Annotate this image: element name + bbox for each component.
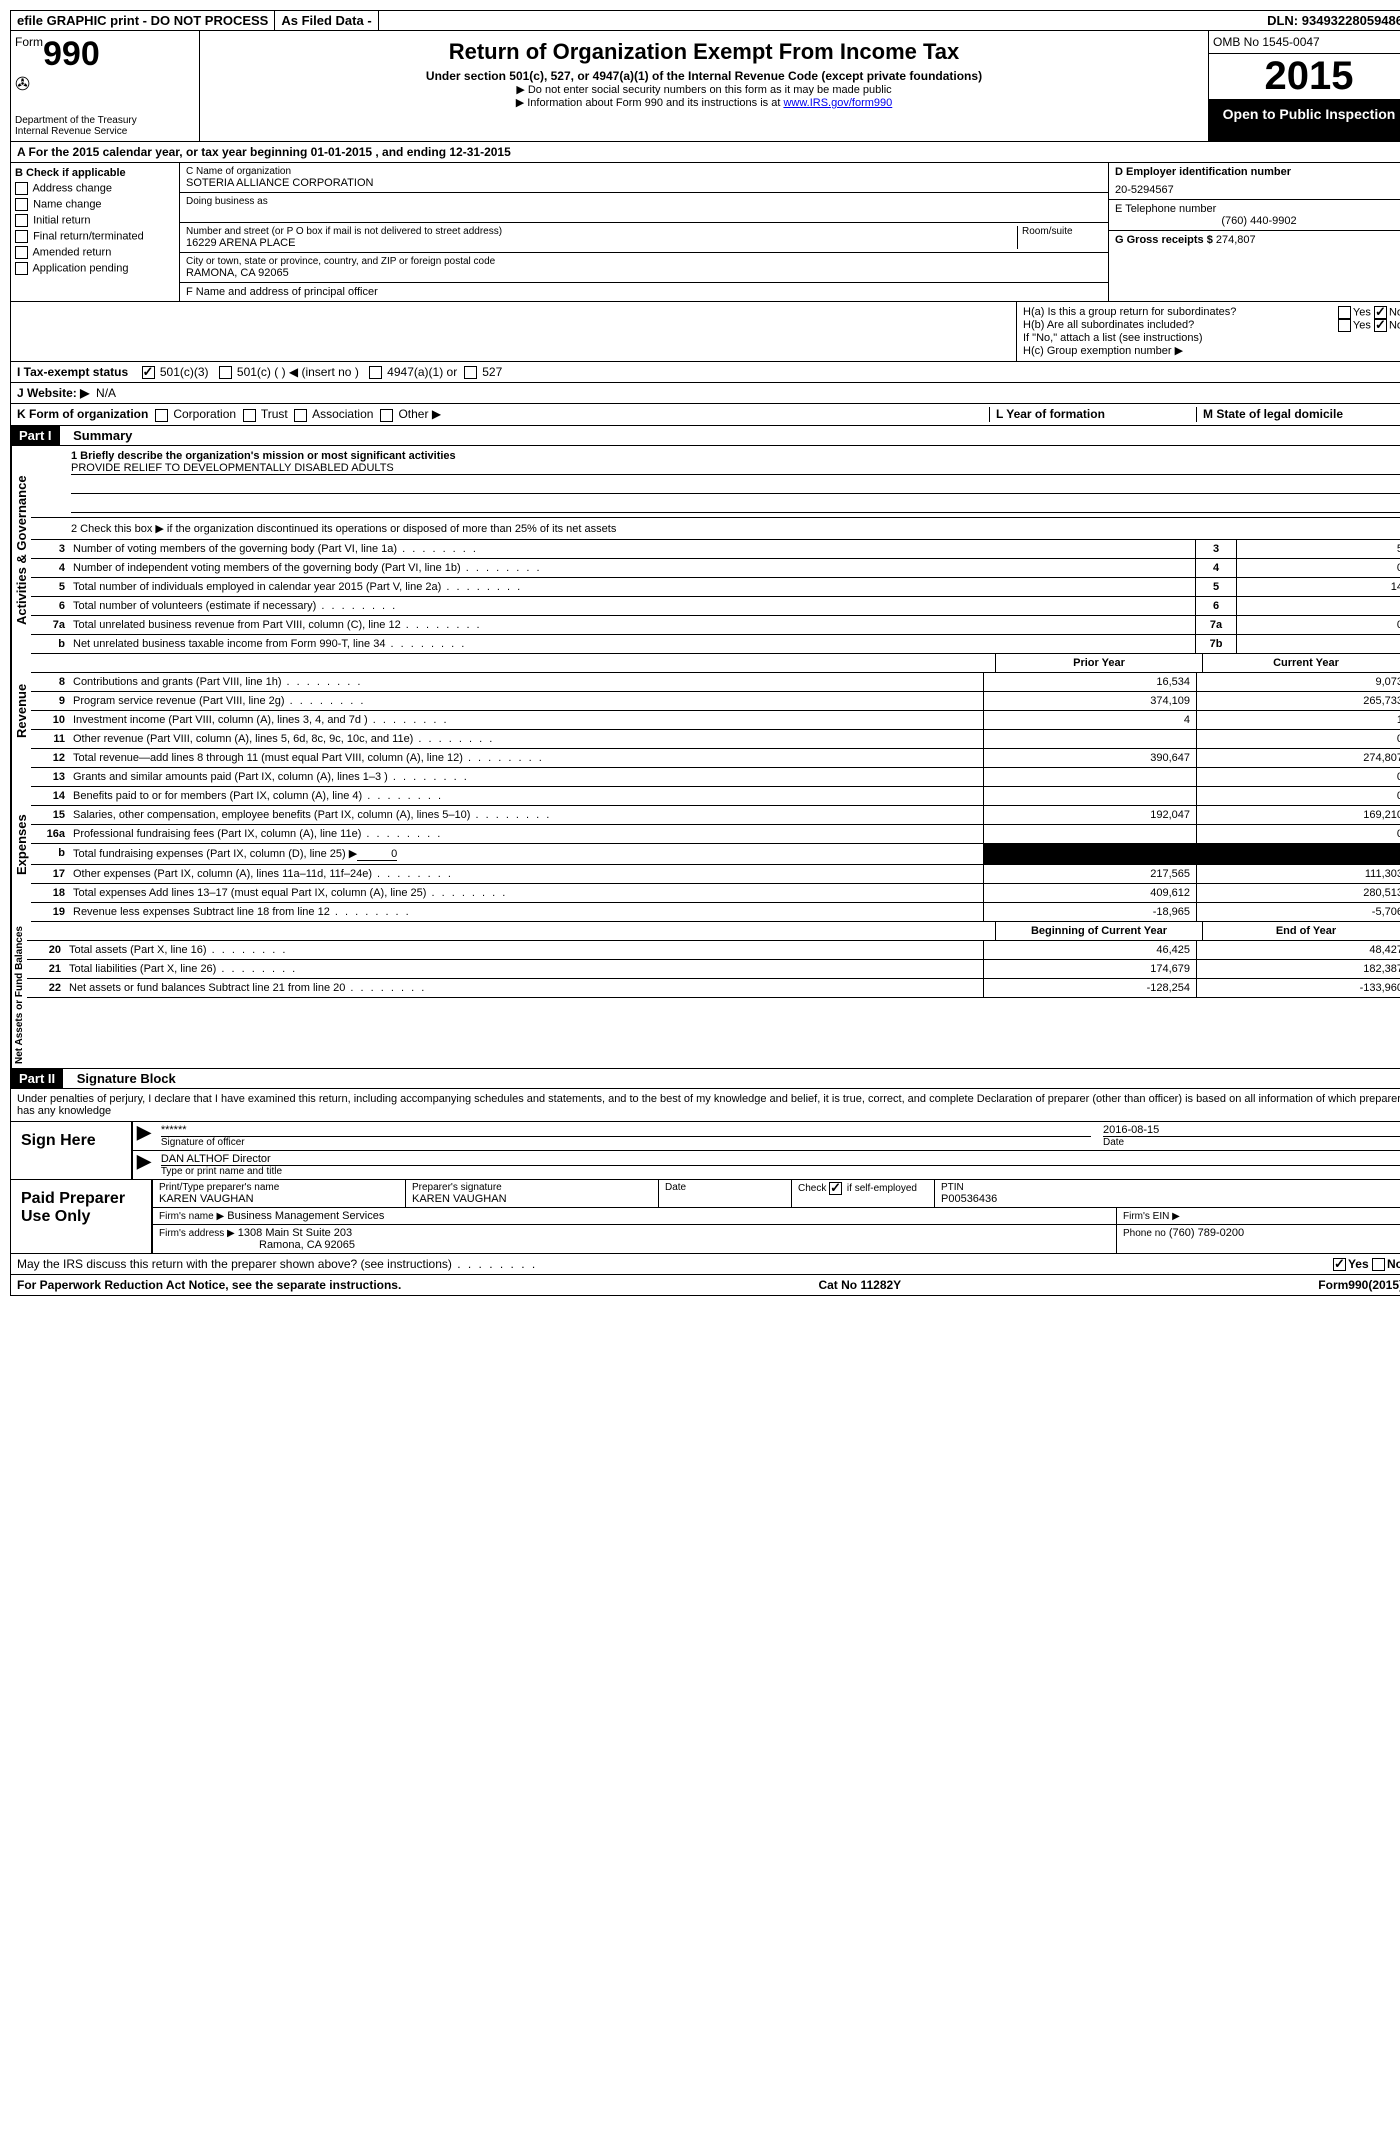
summary-line: 12Total revenue—add lines 8 through 11 (… xyxy=(31,749,1400,768)
sign-here-block: Sign Here ▶ ****** Signature of officer … xyxy=(10,1122,1400,1180)
block-d: D Employer identification number 20-5294… xyxy=(1108,163,1400,301)
header-right: OMB No 1545-0047 2015 Open to Public Ins… xyxy=(1208,31,1400,141)
summary-line: 7aTotal unrelated business revenue from … xyxy=(31,616,1400,635)
summary-line: 18Total expenses Add lines 13–17 (must e… xyxy=(31,884,1400,903)
section-governance: Activities & Governance 1 Briefly descri… xyxy=(10,446,1400,654)
line-1-mission: 1 Briefly describe the organization's mi… xyxy=(31,446,1400,518)
row-a-tax-year: A For the 2015 calendar year, or tax yea… xyxy=(10,142,1400,163)
section-bcd: B Check if applicable Address change Nam… xyxy=(10,163,1400,302)
summary-line: 13Grants and similar amounts paid (Part … xyxy=(31,768,1400,787)
summary-line: 17Other expenses (Part IX, column (A), l… xyxy=(31,865,1400,884)
form-header: Form990 ✇ Department of the Treasury Int… xyxy=(10,31,1400,142)
row-k-form-org: K Form of organization Corporation Trust… xyxy=(10,404,1400,425)
row-j-website: J Website: ▶ N/A xyxy=(10,383,1400,404)
summary-line: 6Total number of volunteers (estimate if… xyxy=(31,597,1400,616)
phone: (760) 440-9902 xyxy=(1115,215,1400,227)
header-left: Form990 ✇ Department of the Treasury Int… xyxy=(11,31,200,141)
summary-line: bTotal fundraising expenses (Part IX, co… xyxy=(31,844,1400,865)
summary-line: 4Number of independent voting members of… xyxy=(31,559,1400,578)
cb-final-return[interactable]: Final return/terminated xyxy=(15,230,175,243)
cb-name-change[interactable]: Name change xyxy=(15,198,175,211)
discuss-row: May the IRS discuss this return with the… xyxy=(10,1254,1400,1275)
cb-amended[interactable]: Amended return xyxy=(15,246,175,259)
summary-line: 16aProfessional fundraising fees (Part I… xyxy=(31,825,1400,844)
row-i-tax-status: I Tax-exempt status 501(c)(3) 501(c) ( )… xyxy=(10,362,1400,383)
summary-line: 10Investment income (Part VIII, column (… xyxy=(31,711,1400,730)
dln: DLN: 93493228059486 xyxy=(1261,11,1400,30)
summary-line: 22Net assets or fund balances Subtract l… xyxy=(27,979,1400,998)
signature-declaration: Under penalties of perjury, I declare th… xyxy=(10,1089,1400,1122)
summary-line: 5Total number of individuals employed in… xyxy=(31,578,1400,597)
paid-preparer-block: Paid Preparer Use Only Print/Type prepar… xyxy=(10,1180,1400,1254)
efile-notice: efile GRAPHIC print - DO NOT PROCESS xyxy=(11,11,275,30)
org-city: RAMONA, CA 92065 xyxy=(186,267,1102,279)
section-net-assets: Net Assets or Fund Balances Beginning of… xyxy=(10,922,1400,1069)
line-2-checkbox: 2 Check this box ▶ if the organization d… xyxy=(31,518,1400,540)
section-revenue: Revenue Prior Year Current Year 8Contrib… xyxy=(10,654,1400,768)
part1-header: Part I Summary xyxy=(10,426,1400,446)
part2-header: Part II Signature Block xyxy=(10,1069,1400,1089)
footer: For Paperwork Reduction Act Notice, see … xyxy=(10,1275,1400,1296)
section-fh: H(a) Is this a group return for subordin… xyxy=(10,302,1400,362)
org-name: SOTERIA ALLIANCE CORPORATION xyxy=(186,177,1102,189)
top-bar: efile GRAPHIC print - DO NOT PROCESS As … xyxy=(10,10,1400,31)
irs-link[interactable]: www.IRS.gov/form990 xyxy=(783,97,892,109)
gross-receipts: 274,807 xyxy=(1216,234,1256,246)
summary-line: 19Revenue less expenses Subtract line 18… xyxy=(31,903,1400,922)
section-expenses: Expenses 13Grants and similar amounts pa… xyxy=(10,768,1400,922)
block-b: B Check if applicable Address change Nam… xyxy=(11,163,180,301)
cb-pending[interactable]: Application pending xyxy=(15,262,175,275)
summary-line: 11Other revenue (Part VIII, column (A), … xyxy=(31,730,1400,749)
header-title: Return of Organization Exempt From Incom… xyxy=(200,31,1208,141)
org-street: 16229 ARENA PLACE xyxy=(186,237,1017,249)
summary-line: 14Benefits paid to or for members (Part … xyxy=(31,787,1400,806)
summary-line: 3Number of voting members of the governi… xyxy=(31,540,1400,559)
summary-line: bNet unrelated business taxable income f… xyxy=(31,635,1400,654)
block-c: C Name of organization SOTERIA ALLIANCE … xyxy=(180,163,1108,301)
asfiled-label: As Filed Data - xyxy=(275,11,378,30)
summary-line: 8Contributions and grants (Part VIII, li… xyxy=(31,673,1400,692)
ein: 20-5294567 xyxy=(1115,184,1400,196)
summary-line: 15Salaries, other compensation, employee… xyxy=(31,806,1400,825)
cb-address-change[interactable]: Address change xyxy=(15,182,175,195)
summary-line: 20Total assets (Part X, line 16)46,42548… xyxy=(27,941,1400,960)
summary-line: 9Program service revenue (Part VIII, lin… xyxy=(31,692,1400,711)
block-h: H(a) Is this a group return for subordin… xyxy=(1016,302,1400,361)
summary-line: 21Total liabilities (Part X, line 26)174… xyxy=(27,960,1400,979)
cb-initial-return[interactable]: Initial return xyxy=(15,214,175,227)
